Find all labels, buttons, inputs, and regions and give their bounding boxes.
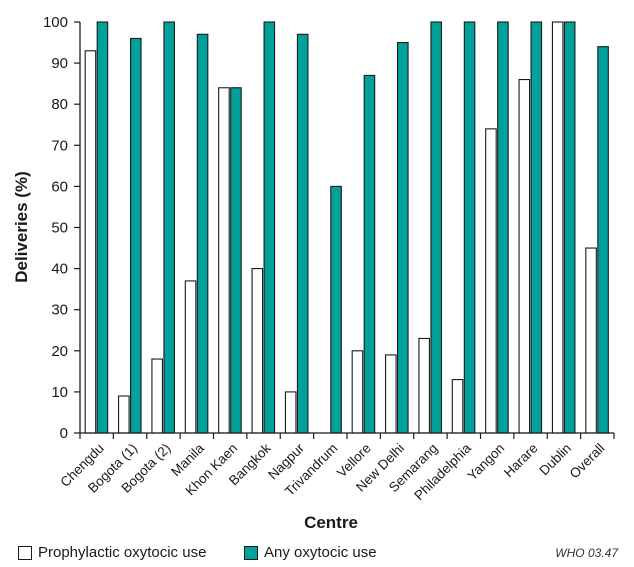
- bar-prophylactic: [218, 87, 230, 434]
- y-tick-label: 70: [51, 137, 68, 154]
- legend-item-any: Any oxytocic use: [244, 544, 377, 561]
- legend-swatch-prophylactic: [18, 545, 32, 560]
- y-tick-label: 20: [51, 343, 68, 360]
- y-tick-label: 40: [51, 261, 68, 278]
- bar-prophylactic: [418, 337, 430, 434]
- bar-prophylactic: [451, 379, 464, 434]
- x-category-label: Harare: [501, 441, 541, 481]
- legend-label-prophylactic: Prophylactic oxytocic use: [38, 544, 207, 561]
- bars: [84, 21, 609, 434]
- bar-any-oxytocic: [230, 87, 242, 434]
- bar-any-oxytocic: [530, 21, 543, 434]
- bar-any-oxytocic: [497, 21, 509, 434]
- bar-prophylactic: [485, 128, 497, 434]
- bar-any-oxytocic: [330, 185, 342, 434]
- bar-prophylactic: [551, 21, 564, 434]
- bar-any-oxytocic: [563, 21, 576, 434]
- bar-prophylactic: [151, 358, 163, 434]
- bar-prophylactic: [118, 395, 130, 434]
- y-axis-ticks: 0 10 20 30 40 50 60 70 80 90 100: [43, 14, 80, 442]
- bar-any-oxytocic: [263, 21, 276, 434]
- y-tick-label: 30: [51, 302, 68, 319]
- bar-any-oxytocic: [463, 21, 476, 434]
- figure-credit: WHO 03.47: [555, 546, 618, 560]
- y-tick-label: 90: [51, 55, 68, 72]
- legend-item-prophylactic: Prophylactic oxytocic use: [18, 544, 206, 561]
- bar-any-oxytocic: [363, 74, 376, 434]
- bar-any-oxytocic: [430, 21, 442, 434]
- bar-prophylactic: [585, 247, 597, 434]
- bar-any-oxytocic: [296, 33, 309, 434]
- y-axis-title: Deliveries (%): [12, 171, 31, 283]
- y-tick-label: 50: [51, 220, 68, 237]
- bar-prophylactic: [184, 280, 197, 434]
- y-tick-label: 0: [60, 425, 68, 442]
- y-tick-label: 80: [51, 96, 68, 113]
- x-category-label: Overall: [567, 441, 608, 482]
- legend: Prophylactic oxytocic use Any oxytocic u…: [14, 544, 624, 566]
- bar-any-oxytocic: [397, 41, 409, 434]
- bar-prophylactic: [84, 50, 97, 434]
- bar-prophylactic: [351, 350, 364, 434]
- x-category-label: Yangon: [464, 441, 507, 484]
- legend-label-any: Any oxytocic use: [264, 544, 377, 561]
- bar-prophylactic: [284, 391, 297, 434]
- legend-swatch-any: [244, 545, 258, 560]
- bar-any-oxytocic: [597, 46, 609, 434]
- y-tick-label: 10: [51, 384, 68, 401]
- bar-prophylactic: [251, 268, 264, 434]
- bar-any-oxytocic: [163, 21, 175, 434]
- x-axis-title: Centre: [304, 513, 358, 532]
- y-tick-label: 60: [51, 178, 68, 195]
- bar-prophylactic: [385, 354, 397, 434]
- y-tick-label: 100: [43, 14, 68, 31]
- bar-any-oxytocic: [96, 21, 109, 434]
- bar-any-oxytocic: [196, 33, 209, 434]
- bar-prophylactic: [518, 78, 531, 434]
- bar-any-oxytocic: [130, 37, 142, 434]
